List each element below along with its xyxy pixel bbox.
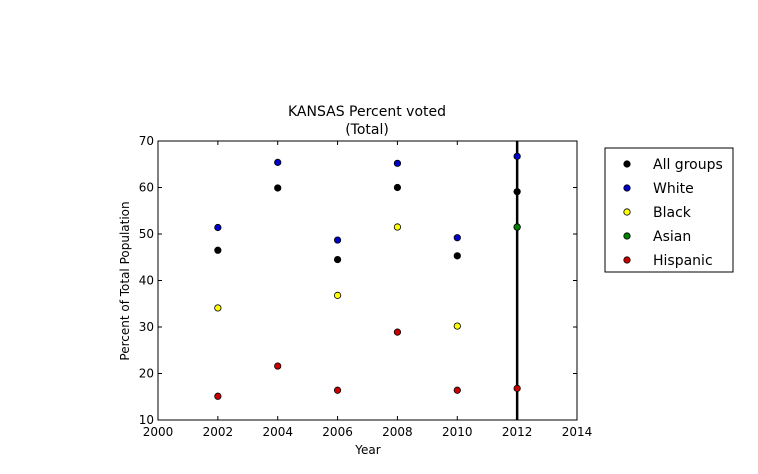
data-point (274, 184, 282, 192)
data-point (393, 223, 402, 231)
x-tick-label: 2014 (562, 425, 593, 439)
data-point (214, 246, 222, 254)
x-tick-label: 2010 (442, 425, 473, 439)
y-tick-label: 60 (139, 181, 154, 195)
x-tick-label: 2008 (382, 425, 413, 439)
legend: All groups White Black Asian Hispanic (604, 147, 734, 273)
legend-marker (623, 184, 631, 192)
data-point (333, 236, 342, 244)
data-point (333, 386, 342, 394)
x-tick-label: 2000 (143, 425, 174, 439)
plot-area (157, 140, 578, 421)
x-tick-label: 2004 (262, 425, 293, 439)
x-axis-label: Year (354, 443, 380, 457)
y-axis: 10 20 30 40 50 60 70 (139, 134, 577, 427)
x-tick-label: 2002 (203, 425, 234, 439)
series-all-groups (214, 183, 521, 264)
y-tick-label: 30 (139, 320, 154, 334)
data-point (513, 223, 521, 231)
chart-title: KANSAS Percent voted (288, 104, 446, 120)
legend-marker (623, 160, 631, 168)
data-point (453, 252, 461, 260)
x-tick-label: 2012 (502, 425, 533, 439)
data-point (333, 255, 342, 264)
legend-label: Black (653, 205, 692, 221)
legend-marker (623, 232, 631, 240)
data-point (453, 386, 461, 394)
y-tick-label: 40 (139, 274, 154, 288)
series-hispanic (214, 328, 521, 400)
data-point (274, 362, 282, 370)
x-tick-label: 2006 (322, 425, 353, 439)
data-point (513, 188, 521, 196)
legend-label: Hispanic (653, 253, 713, 269)
data-point (513, 384, 521, 392)
data-point (214, 392, 222, 400)
data-point (214, 223, 222, 232)
y-tick-label: 70 (139, 134, 154, 148)
data-point (513, 152, 521, 160)
legend-label: Asian (653, 229, 691, 245)
data-point (393, 159, 402, 167)
legend-items: All groups White Black Asian Hispanic (623, 157, 723, 269)
data-point (453, 322, 461, 330)
legend-marker (623, 256, 631, 264)
y-tick-label: 10 (139, 413, 154, 427)
legend-label: White (653, 181, 694, 197)
y-tick-label: 50 (139, 227, 154, 241)
data-point (393, 183, 402, 192)
data-point (333, 291, 342, 299)
data-point (274, 158, 282, 166)
series-white (214, 152, 521, 244)
x-axis: 2000 2002 2004 2006 2008 2010 2012 2014 (143, 141, 593, 439)
y-tick-label: 20 (139, 367, 154, 381)
series-asian (513, 223, 521, 231)
data-point (393, 328, 402, 336)
plot-frame (157, 140, 578, 421)
data-point (214, 304, 222, 312)
y-axis-label: Percent of Total Population (118, 201, 132, 360)
chart-subtitle: (Total) (345, 122, 389, 138)
legend-marker (623, 208, 631, 216)
data-point (453, 234, 461, 242)
legend-label: All groups (653, 157, 723, 173)
